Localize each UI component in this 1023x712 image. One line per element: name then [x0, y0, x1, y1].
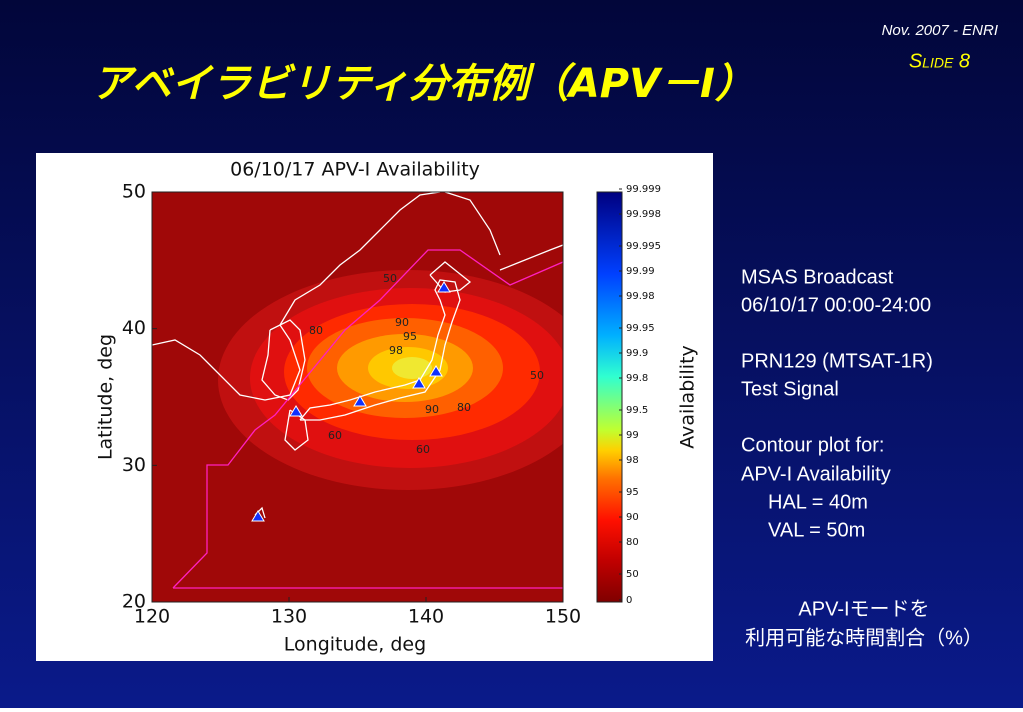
caption-line: 利用可能な時間割合（%） [745, 626, 983, 649]
note-line: Contour plot for: [741, 434, 884, 456]
note-line: MSAS Broadcast [741, 266, 894, 288]
y-tick-label: 50 [122, 181, 146, 203]
plot-frame [151, 191, 564, 603]
contour-label: 90 [425, 403, 439, 416]
x-tick-label: 150 [545, 606, 581, 628]
colorbar-label: 99.995 [626, 241, 661, 252]
colorbar-label: 99.95 [626, 323, 655, 334]
x-tick-label: 140 [408, 606, 444, 628]
contour-label: 95 [403, 330, 417, 343]
note-line: APV-I Availability [741, 463, 891, 485]
contour-label: 80 [309, 324, 323, 337]
date: Nov. 2007 - ENRI [882, 22, 998, 39]
x-axis-label: Longitude, deg [284, 634, 426, 656]
colorbar-label: 99.9 [626, 348, 648, 359]
colorbar-label: 50 [626, 569, 639, 580]
contour-label: 80 [457, 401, 471, 414]
notes: MSAS Broadcast 06/10/17 00:00-24:00 PRN129… [741, 266, 983, 649]
colorbar-title: Availability [677, 345, 699, 449]
plot-title: 06/10/17 APV-I Availability [230, 159, 480, 181]
colorbar-label: 98 [626, 455, 639, 466]
colorbar-label: 99.998 [626, 209, 661, 220]
colorbar-label: 99.5 [626, 405, 648, 416]
contour-label: 50 [530, 369, 544, 382]
contour-label: 60 [328, 429, 342, 442]
note-line: VAL = 50m [768, 519, 865, 541]
colorbar-label: 99.98 [626, 291, 655, 302]
caption-line: APV-Iモードを [798, 598, 929, 620]
colorbar-label: 99.99 [626, 266, 655, 277]
colorbar-label: 99 [626, 430, 639, 441]
note-line: PRN129 (MTSAT-1R) [741, 350, 933, 372]
contour-label: 50 [383, 272, 397, 285]
colorbar-label: 95 [626, 487, 639, 498]
slide-title: アベイラビリティ分布例（APV－I） [92, 61, 755, 107]
colorbar [596, 191, 623, 603]
contour-label: 90 [395, 316, 409, 329]
contour-label: 98 [389, 344, 403, 357]
x-tick-label: 130 [271, 606, 307, 628]
y-tick-label: 30 [122, 454, 146, 476]
colorbar-label: 90 [626, 512, 639, 523]
x-tick-label: 120 [134, 606, 170, 628]
colorbar-label: 99.8 [626, 373, 648, 384]
note-line: HAL = 40m [768, 491, 868, 513]
colorbar-label: 80 [626, 537, 639, 548]
y-axis-label: Latitude, deg [95, 334, 117, 460]
colorbar-label: 0 [626, 595, 632, 606]
note-line: 06/10/17 00:00-24:00 [741, 294, 931, 316]
y-tick-label: 20 [122, 591, 146, 613]
note-line: Test Signal [741, 378, 839, 400]
colorbar-label: 99.999 [626, 184, 661, 195]
y-tick-label: 40 [122, 317, 146, 339]
slide-number: Slide 8 [909, 50, 970, 72]
contour-label: 60 [416, 443, 430, 456]
map [152, 192, 563, 602]
